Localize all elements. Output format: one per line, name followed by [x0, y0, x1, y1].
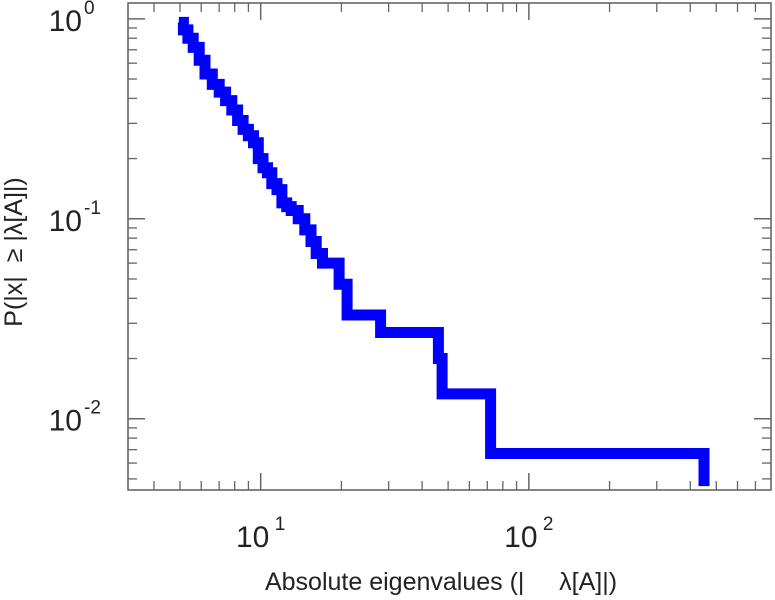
x-tick-label: 10 [504, 521, 537, 554]
y-tick-label: 10 [49, 405, 82, 438]
y-minor-ticks [128, 27, 771, 480]
y-major-ticks [128, 18, 771, 420]
x-minor-ticks [153, 3, 757, 490]
y-tick-exponent: -2 [84, 398, 101, 419]
y-tick-exponent: -1 [84, 198, 101, 219]
plot-frame [127, 2, 772, 491]
x-major-ticks [259, 3, 530, 490]
y-tick-label: 10 [49, 205, 82, 238]
series-line [177, 16, 710, 487]
y-tick-label: 10 [49, 5, 82, 38]
x-tick-labels: 10 1 10 2 [236, 514, 553, 554]
x-tick-exponent: 2 [543, 514, 554, 535]
x-tick-label: 10 [236, 521, 269, 554]
series-layer [177, 16, 710, 487]
x-axis-label: Absolute eigenvalues (| λ[A]|) [265, 568, 617, 596]
y-axis-label: P(|x| ≥ |λ[A]|) [0, 177, 28, 326]
y-tick-exponent: 0 [84, 0, 95, 19]
x-tick-exponent: 1 [275, 514, 286, 535]
